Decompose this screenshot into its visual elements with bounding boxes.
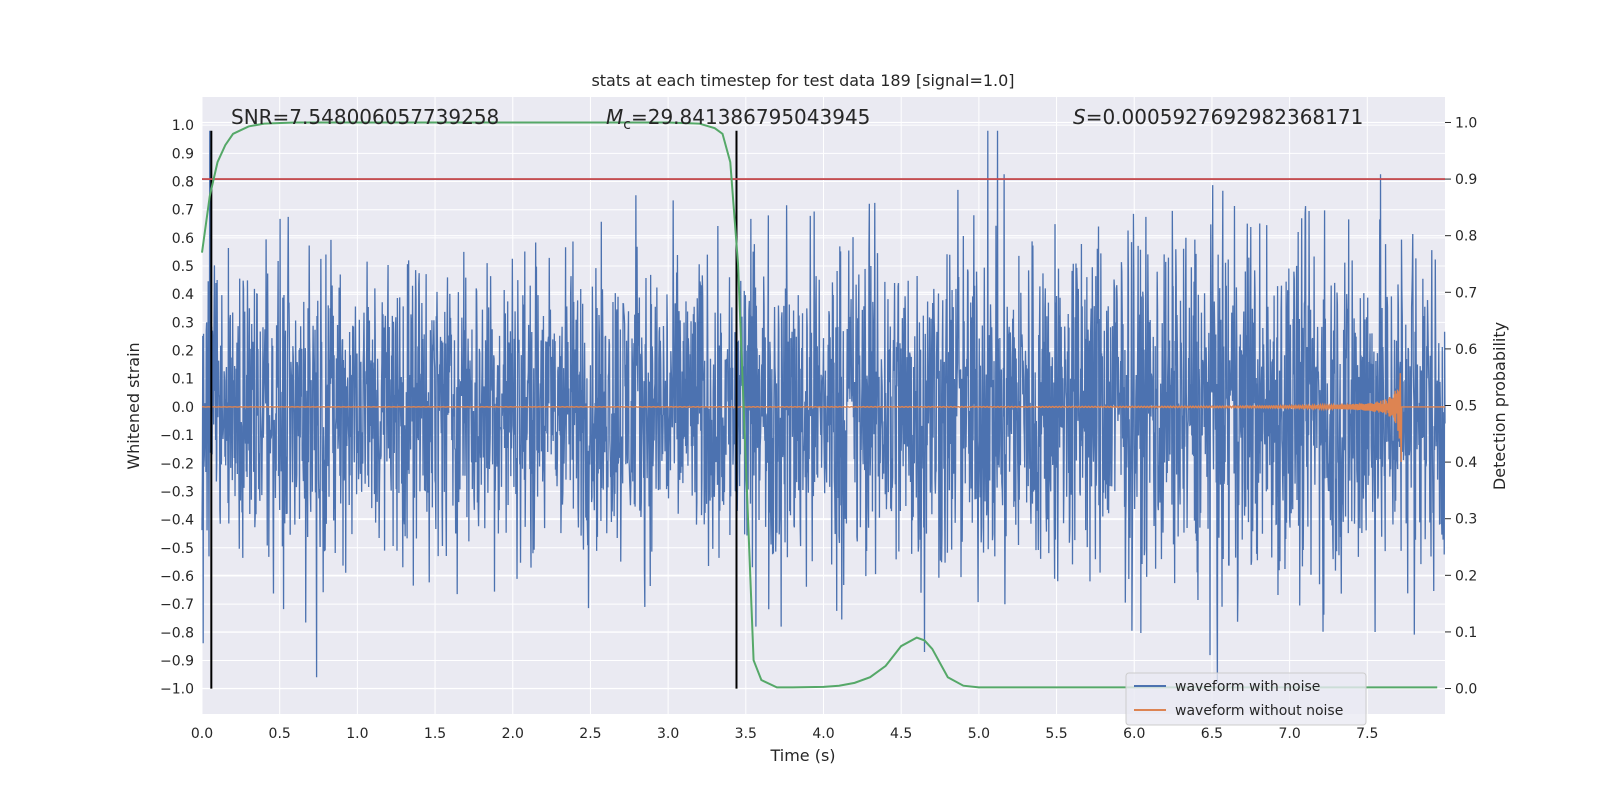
s-symbol: S [1073, 105, 1086, 129]
chirp-mass-value: =29.841386795043945 [631, 105, 870, 129]
chirp-mass-annotation: Mc=29.841386795043945 [606, 105, 870, 133]
x-axis-ticks: 0.0 0.5 1.0 1.5 2.0 2.5 3.0 3.5 4.0 4.5 5.0 5.5 6.0 6… [191, 726, 1379, 742]
x-tick-label: 3.0 [657, 726, 679, 742]
y-right-tick-label: 0.6 [1455, 342, 1477, 358]
y-left-tick-label: 0.0 [172, 400, 194, 416]
y-right-tick-label: 0.7 [1455, 285, 1477, 301]
series-waveform-without-noise [201, 373, 1445, 462]
y-axis-right-label: Detection probability [1490, 322, 1509, 490]
y-right-tick-label: 1.0 [1455, 115, 1477, 131]
y-left-tick-label: 0.5 [172, 259, 194, 275]
y-right-tick-label: 0.3 [1455, 512, 1477, 528]
y-left-tick-label: −0.1 [160, 428, 194, 444]
legend: waveform with noise waveform without noi… [1125, 672, 1367, 726]
x-tick-label: 5.0 [968, 726, 990, 742]
x-tick-label: 4.5 [890, 726, 912, 742]
y-right-tick-label: 0.2 [1455, 568, 1477, 584]
y-left-tick-label: −0.8 [160, 625, 194, 641]
y-left-tick-label: 0.4 [172, 287, 194, 303]
legend-label-waveform-without-noise: waveform without noise [1175, 703, 1343, 719]
x-tick-label: 7.0 [1278, 726, 1300, 742]
x-tick-label: 6.5 [1201, 726, 1223, 742]
x-tick-label: 4.0 [812, 726, 834, 742]
y-right-tick-label: 0.0 [1455, 682, 1477, 698]
y-left-tick-label: −0.4 [160, 513, 194, 529]
chirp-waveform-line [201, 373, 1445, 462]
snr-annotation: SNR=7.548006057739258 [231, 105, 499, 129]
y-left-tick-label: −0.3 [160, 484, 194, 500]
y-left-tick-label: 0.7 [172, 203, 194, 219]
x-tick-label: 6.0 [1123, 726, 1145, 742]
y-left-tick-label: −0.7 [160, 597, 194, 613]
y-left-tick-label: −1.0 [160, 682, 194, 698]
chart-title: stats at each timestep for test data 189… [591, 71, 1014, 90]
x-tick-label: 3.5 [735, 726, 757, 742]
x-tick-label: 5.5 [1045, 726, 1067, 742]
y-right-tick-label: 0.8 [1455, 229, 1477, 245]
y-left-tick-label: 1.0 [172, 118, 194, 134]
x-tick-label: 0.5 [269, 726, 291, 742]
y-right-tick-label: 0.5 [1455, 399, 1477, 415]
legend-frame [1125, 672, 1367, 726]
y-left-tick-label: −0.9 [160, 653, 194, 669]
x-tick-label: 1.0 [346, 726, 368, 742]
series-detection-probability [201, 121, 1438, 689]
y-left-tick-label: −0.2 [160, 456, 194, 472]
y-axis-right-ticks: 1.0 0.9 0.8 0.7 0.6 0.5 0.4 0.3 0.2 0.1 0.0 [1445, 115, 1477, 698]
y-left-tick-label: 0.3 [172, 315, 194, 331]
x-tick-label: 2.0 [502, 726, 524, 742]
s-annotation: S=0.0005927692982368171 [1073, 105, 1363, 129]
x-tick-label: 7.5 [1356, 726, 1378, 742]
y-left-tick-label: −0.5 [160, 541, 194, 557]
chirp-mass-subscript: c [623, 117, 631, 133]
x-tick-label: 1.5 [424, 726, 446, 742]
x-tick-label: 0.0 [191, 726, 213, 742]
y-left-tick-label: −0.6 [160, 569, 194, 585]
probability-line [201, 121, 1438, 689]
s-value: =0.0005927692982368171 [1086, 105, 1364, 129]
y-left-tick-label: 0.8 [172, 175, 194, 191]
y-right-tick-label: 0.9 [1455, 172, 1477, 188]
legend-label-waveform-with-noise: waveform with noise [1175, 679, 1320, 695]
series-waveform-with-noise [201, 130, 1446, 684]
y-right-tick-label: 0.4 [1455, 455, 1477, 471]
y-axis-left-ticks: 1.0 0.9 0.8 0.7 0.6 0.5 0.4 0.3 0.2 0.1 0.0 −0.1 −0.… [160, 118, 194, 697]
noise-waveform-line [201, 130, 1446, 684]
y-left-tick-label: 0.1 [172, 372, 194, 388]
chirp-mass-symbol: M [606, 105, 623, 129]
y-right-tick-label: 0.1 [1455, 625, 1477, 641]
y-left-tick-label: 0.6 [172, 231, 194, 247]
vertical-markers [210, 130, 738, 689]
y-left-tick-label: 0.9 [172, 146, 194, 162]
x-tick-label: 2.5 [579, 726, 601, 742]
x-axis-label: Time (s) [769, 746, 835, 765]
y-left-tick-label: 0.2 [172, 344, 194, 360]
y-axis-left-label: Whitened strain [124, 342, 143, 469]
